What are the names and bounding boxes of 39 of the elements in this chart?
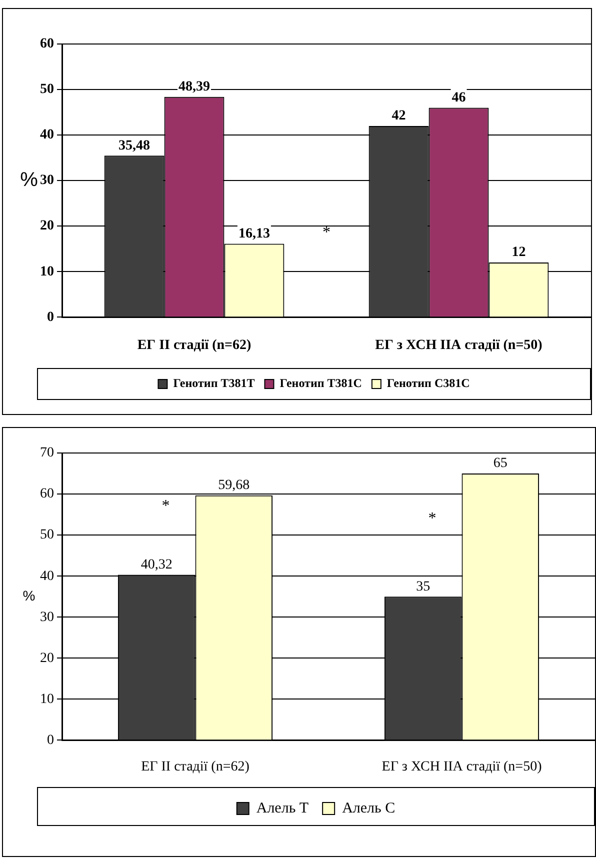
y-tick-label: 50 xyxy=(40,528,54,543)
x-tick-label: ЕГ з ХСН ІІА стадії (n=50) xyxy=(382,759,542,774)
data-label: 16,13 xyxy=(238,226,270,242)
legend-label: Генотип T381C xyxy=(280,376,362,390)
y-tick-label: 50 xyxy=(40,82,54,98)
annotation: * xyxy=(428,510,436,527)
y-tick-label: 60 xyxy=(40,36,54,52)
y-tick-label: 40 xyxy=(40,128,54,143)
annotation: * xyxy=(162,498,170,515)
y-tick-label: 10 xyxy=(40,692,54,707)
data-label: 35,48 xyxy=(118,138,150,154)
data-label: 65 xyxy=(493,456,508,472)
x-tick-label: ЕГ ІІ стадії (n=62) xyxy=(137,338,252,354)
legend-label: Генотип T381T xyxy=(173,376,255,390)
y-tick-label: 0 xyxy=(47,310,54,325)
y-tick-label: 30 xyxy=(40,173,54,188)
data-label: 35 xyxy=(416,579,430,594)
data-label: 59,68 xyxy=(218,478,250,494)
y-axis-title: % xyxy=(22,587,36,604)
legend-label: Алель Т xyxy=(256,800,309,816)
y-tick-label: 70 xyxy=(40,446,54,461)
data-label: 40,32 xyxy=(140,557,172,572)
annotation: * xyxy=(322,224,330,241)
y-tick-label: 60 xyxy=(40,486,54,502)
y-axis-title: % xyxy=(20,169,38,192)
legend-label: Генотип C381C xyxy=(386,376,470,390)
y-tick-label: 20 xyxy=(40,650,54,666)
y-tick-label: 0 xyxy=(47,732,54,748)
y-tick-label: 20 xyxy=(40,218,54,234)
data-label: 12 xyxy=(512,245,526,260)
x-tick-label: ЕГ ІІ стадії (n=62) xyxy=(141,759,250,774)
x-tick-label: ЕГ з ХСН ІІА стадії (n=50) xyxy=(375,338,543,354)
y-tick-label: 40 xyxy=(40,568,54,584)
legend-label: Алель С xyxy=(342,800,396,816)
y-tick-label: 10 xyxy=(40,264,54,280)
data-label: 46 xyxy=(452,90,466,106)
data-label: 48,39 xyxy=(178,79,210,94)
y-tick-label: 30 xyxy=(40,610,54,625)
data-label: 42 xyxy=(392,108,406,124)
